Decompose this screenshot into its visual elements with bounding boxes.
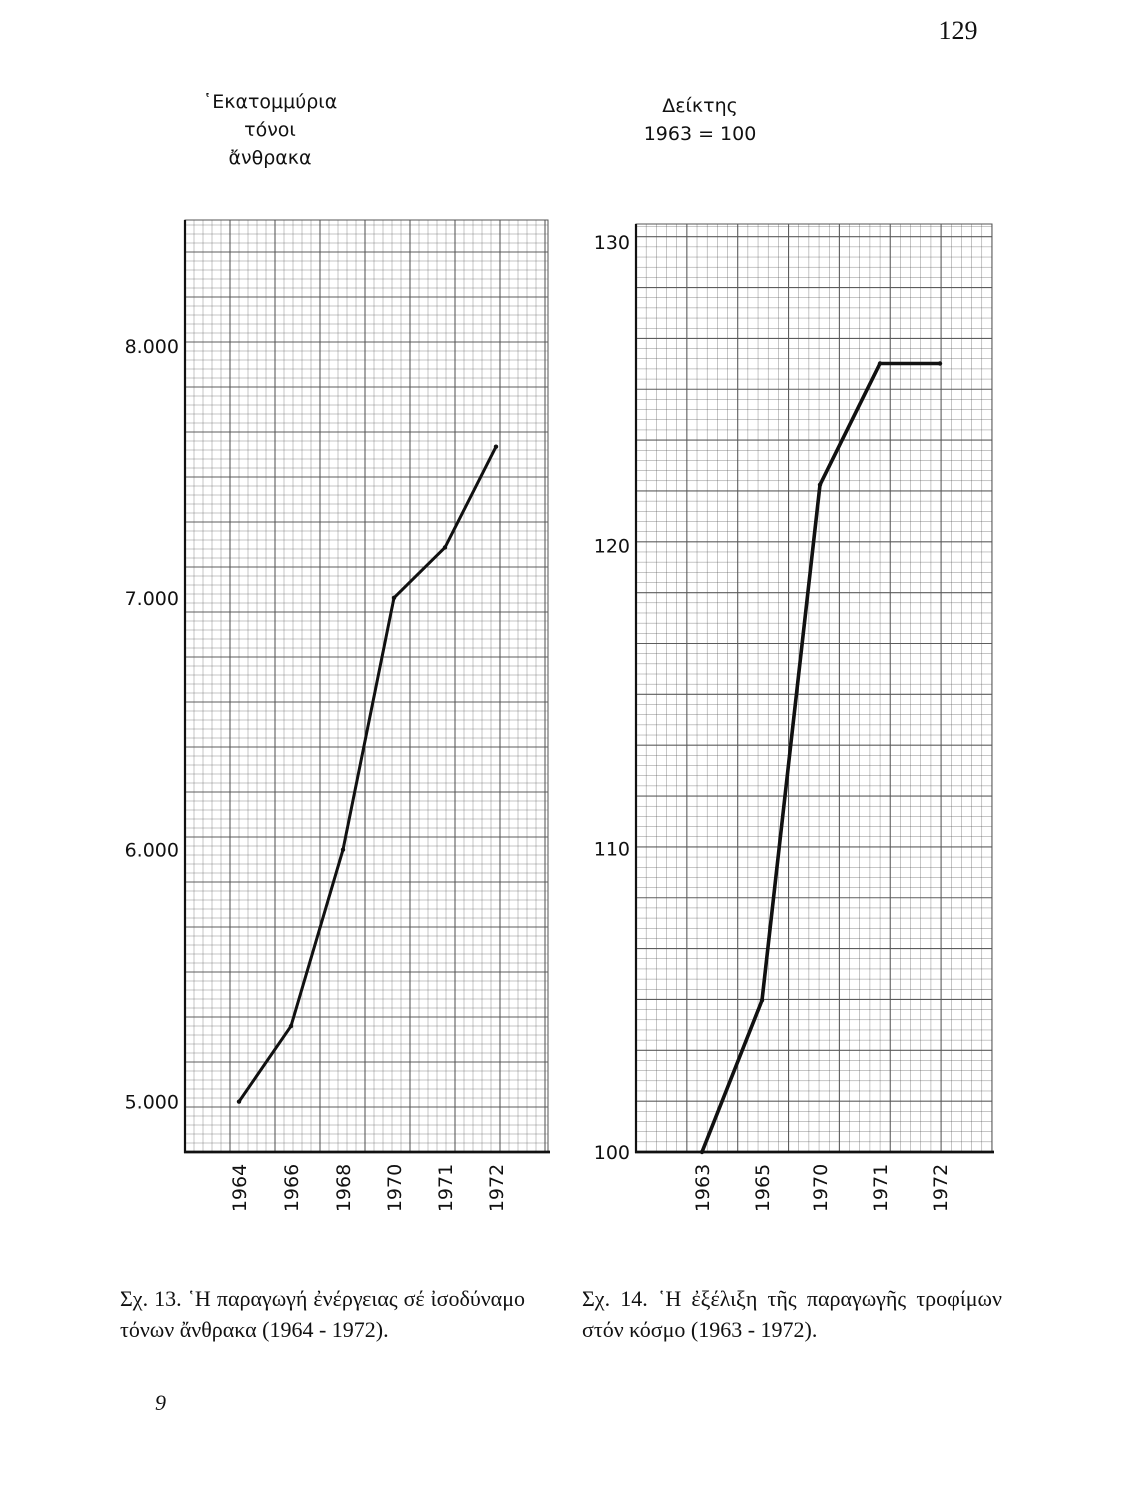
- left-x-tick-label: 1966: [281, 1164, 303, 1212]
- right-data-point: [759, 998, 765, 1003]
- left-data-point: [493, 444, 499, 449]
- left-y-tick-label: 7.000: [125, 588, 179, 610]
- left-x-tick-label: 1972: [486, 1164, 508, 1212]
- right-data-point: [817, 482, 823, 488]
- left-data-point: [236, 1099, 242, 1104]
- left-y-tick-label: 8.000: [125, 336, 179, 358]
- left-data-point: [391, 595, 397, 601]
- left-data-point: [340, 847, 346, 852]
- right-y-tick-label: 100: [594, 1142, 630, 1164]
- left-data-point: [442, 545, 448, 550]
- page-number: 129: [938, 16, 978, 45]
- left-ylabel-line-3: ἄνθρακα: [228, 147, 312, 169]
- right-y-tick-label: 120: [594, 535, 630, 557]
- right-ylabel-line-2: 1963 = 100: [643, 123, 757, 145]
- right-figure-caption: Σχ. 14. ῾Η ἐξέλιξη τῆς παραγωγῆς τροφίμω…: [582, 1286, 1002, 1342]
- right-y-tick-label: 110: [594, 839, 630, 861]
- right-ylabel-line-1: Δείκτης: [662, 95, 738, 117]
- right-line-chart: 100 110 120 130 1963 1965 1970 1971 1972: [594, 223, 994, 1212]
- right-chart-y-axis-label: Δείκτης 1963 = 100: [575, 92, 825, 148]
- right-x-tick-label: 1972: [930, 1164, 952, 1212]
- left-figure-caption: Σχ. 13. ῾Η παραγωγή ἐνέργειας σέ ἰσοδύνα…: [120, 1286, 525, 1342]
- right-data-point: [699, 1149, 705, 1155]
- left-x-tick-label: 1964: [229, 1164, 251, 1212]
- left-ylabel-line-2: τόνοι: [244, 119, 296, 141]
- left-x-tick-label: 1968: [333, 1164, 355, 1212]
- right-x-tick-label: 1965: [752, 1164, 774, 1212]
- right-data-point: [877, 361, 883, 366]
- right-y-tick-label: 130: [594, 232, 630, 254]
- right-x-tick-label: 1963: [692, 1164, 714, 1212]
- left-y-tick-label: 5.000: [125, 1092, 179, 1114]
- right-x-tick-label: 1971: [870, 1164, 892, 1212]
- left-y-tick-label: 6.000: [125, 840, 179, 862]
- left-x-tick-label: 1970: [384, 1164, 406, 1212]
- left-line-chart: 5.000 6.000 7.000 8.000 1964 1966 1968 1970 1971…: [125, 219, 550, 1212]
- left-x-tick-label: 1971: [435, 1164, 457, 1212]
- left-series-line: [237, 445, 498, 1104]
- footer-signature-mark: 9: [155, 1390, 166, 1415]
- left-data-point: [288, 1023, 294, 1029]
- right-data-point: [937, 361, 943, 366]
- left-chart-y-axis-label: ῾Εκατομμύρια τόνοι ἄνθρακα: [140, 88, 400, 172]
- left-ylabel-line-1: ῾Εκατομμύρια: [202, 91, 338, 113]
- left-grid: [184, 219, 549, 1153]
- right-x-tick-label: 1970: [810, 1164, 832, 1212]
